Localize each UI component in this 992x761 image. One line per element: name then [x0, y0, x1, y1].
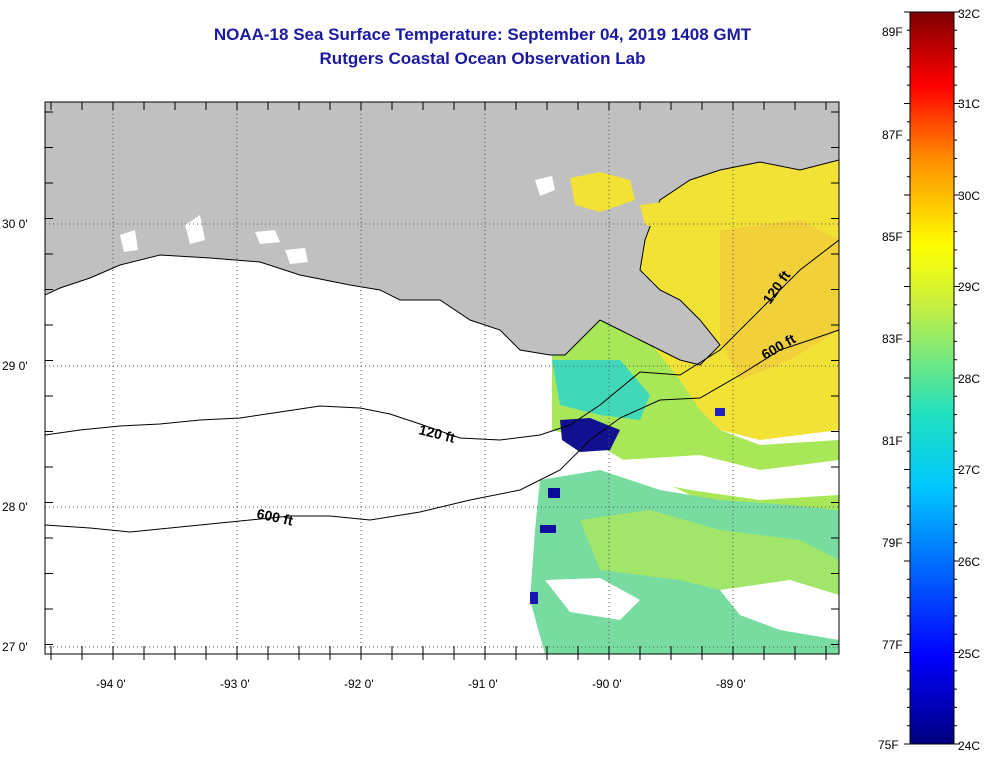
lat-label: 29 0' — [2, 359, 28, 373]
no-data-gap-1 — [620, 455, 839, 500]
colorbar-f-label: 75F — [878, 738, 899, 752]
colorbar-ticks — [904, 11, 960, 745]
lake-7 — [640, 200, 700, 230]
lon-label: -92 0' — [344, 677, 374, 691]
colorbar-c-label: 29C — [958, 280, 980, 294]
lake-2 — [535, 176, 555, 196]
land-mass — [45, 102, 839, 366]
colorbar-f-label: 79F — [882, 536, 903, 550]
lake-6 — [285, 248, 308, 264]
colorbar-f-label: 77F — [882, 638, 903, 652]
no-data-gap-3 — [720, 580, 839, 640]
cold-spot-5 — [715, 408, 725, 416]
colorbar-c-label: 30C — [958, 189, 980, 203]
grid-lines — [45, 102, 839, 654]
colorbar-f-label: 81F — [882, 434, 903, 448]
sst-cool-region — [552, 360, 650, 420]
contour-label-600ft-west: 600 ft — [255, 505, 294, 528]
colorbar-c-label: 25C — [958, 647, 980, 661]
lake-3 — [255, 230, 280, 244]
lat-label: 27 0' — [2, 640, 28, 654]
contour-120ft — [45, 239, 839, 441]
map-subtitle: Rutgers Coastal Ocean Observation Lab — [319, 49, 646, 68]
map-title: NOAA-18 Sea Surface Temperature: Septemb… — [213, 25, 752, 44]
colorbar-f-label: 83F — [882, 332, 903, 346]
map-frame — [44, 101, 840, 655]
colorbar-c-label: 24C — [958, 739, 980, 753]
contour-600ft — [45, 329, 839, 533]
lat-label: 30 0' — [2, 217, 28, 231]
lon-label: -93 0' — [220, 677, 250, 691]
cold-spot-2 — [548, 488, 560, 498]
colorbar — [909, 11, 955, 745]
lon-label: -90 0' — [592, 677, 622, 691]
colorbar-c-label: 31C — [958, 97, 980, 111]
sst-south-green — [580, 510, 839, 600]
lake-4 — [185, 215, 205, 244]
cold-spot-4 — [530, 592, 538, 604]
colorbar-c-label: 28C — [958, 372, 980, 386]
colorbar-f-label: 85F — [882, 230, 903, 244]
no-data-gap-2 — [545, 578, 640, 620]
colorbar-f-label: 87F — [882, 128, 903, 142]
colorbar-c-label: 26C — [958, 555, 980, 569]
cold-spot-1 — [560, 418, 620, 452]
lon-label: -89 0' — [716, 677, 746, 691]
colorbar-c-label: 32C — [958, 7, 980, 21]
lon-label: -94 0' — [96, 677, 126, 691]
colorbar-f-label: 89F — [882, 25, 903, 39]
lat-label: 28 0' — [2, 500, 28, 514]
colorbar-c-label: 27C — [958, 463, 980, 477]
cold-spot-3 — [540, 525, 556, 533]
lake-1 — [570, 172, 635, 212]
lon-label: -91 0' — [468, 677, 498, 691]
frame-ticks — [45, 102, 839, 660]
lake-5 — [120, 230, 138, 252]
